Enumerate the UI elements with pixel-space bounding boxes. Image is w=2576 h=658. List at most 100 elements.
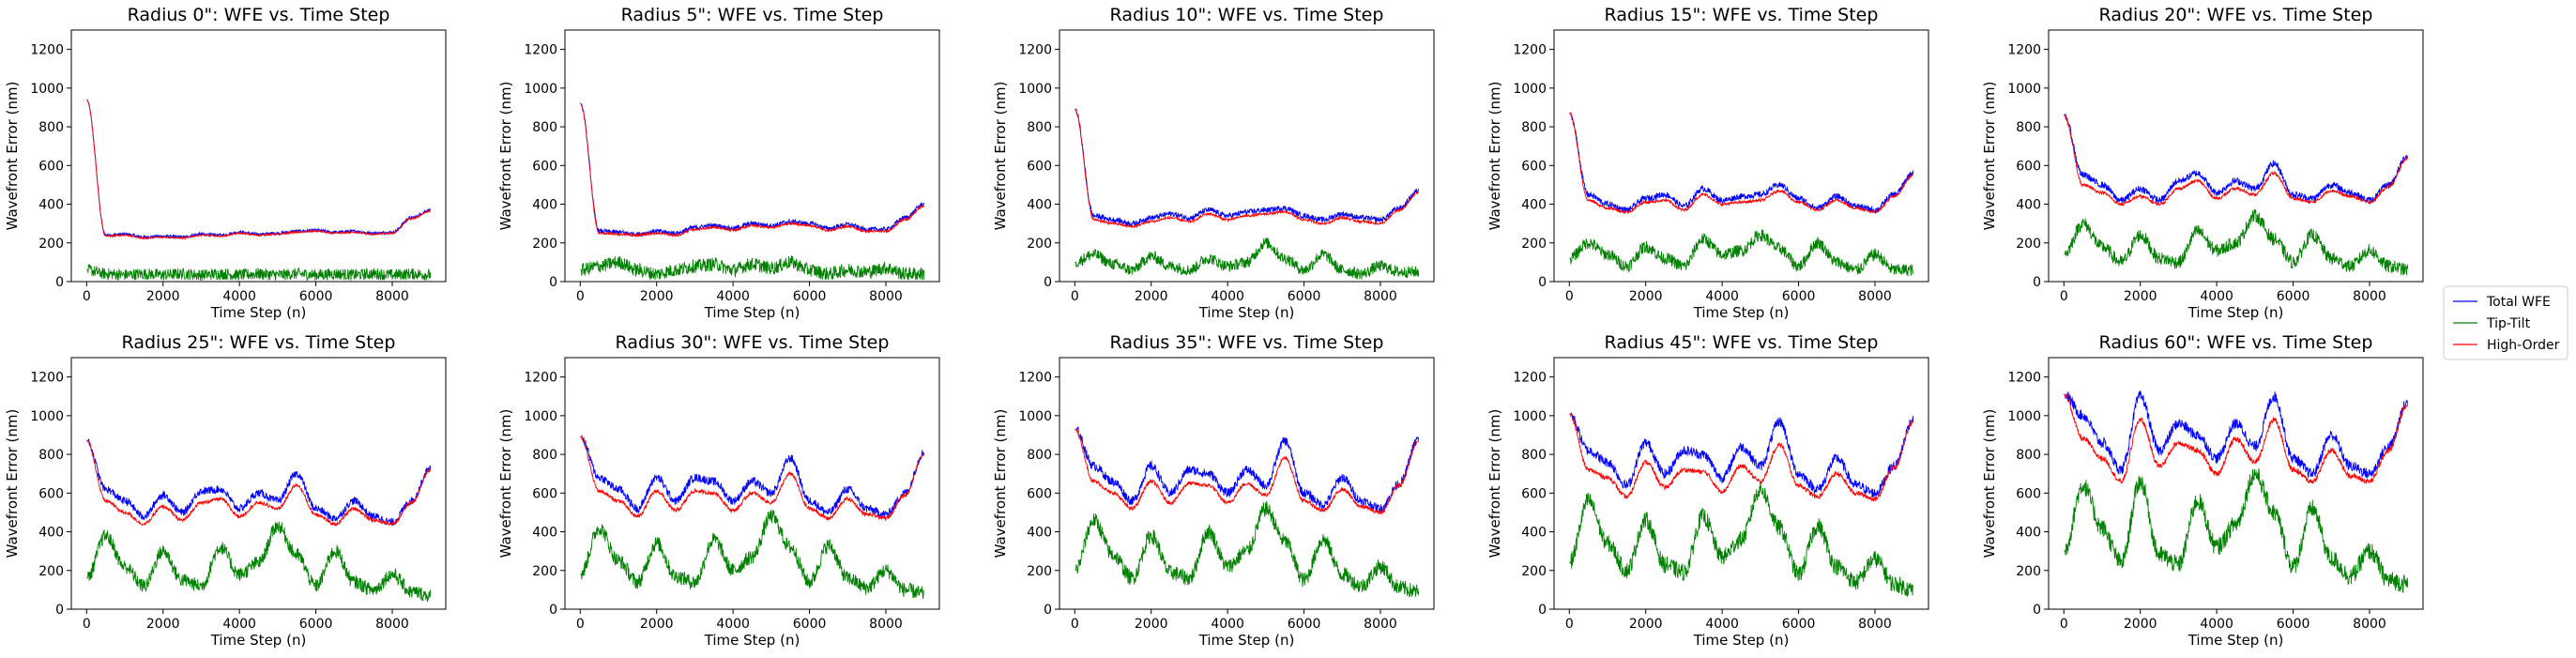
y-tick-label: 1000 [1513,409,1547,424]
y-tick-label: 200 [2016,564,2041,579]
series-line-tiptilt [86,521,432,603]
x-axis-label: Time Step (n) [704,304,800,321]
y-tick-label: 800 [532,120,557,135]
series-line-highorder [580,436,925,522]
plot-frame [2048,357,2424,610]
x-tick-label: 8000 [2353,289,2386,304]
series-line-total [2064,390,2408,479]
series-line-tiptilt [2064,468,2409,593]
subplot-title: Radius 10": WFE vs. Time Step [1110,5,1384,25]
x-tick-label: 0 [1565,617,1574,632]
y-tick-label: 200 [1027,237,1052,252]
y-axis-label: Wavefront Error (nm) [1486,82,1503,231]
plot-frame [1553,357,1929,610]
x-tick-label: 2000 [2124,617,2157,632]
y-tick-label: 800 [1521,448,1547,463]
x-tick-label: 0 [1071,289,1079,304]
series-line-highorder [86,99,432,240]
y-tick-label: 800 [38,120,64,135]
y-tick-label: 0 [2033,275,2041,290]
y-tick-label: 0 [2033,603,2041,618]
plot-frame [70,29,447,283]
y-tick-label: 400 [2016,198,2041,213]
y-tick-label: 200 [1521,564,1547,579]
series-line-highorder [1569,413,1913,502]
x-axis-label: Time Step (n) [210,304,307,321]
y-tick-label: 1200 [524,43,557,58]
y-tick-label: 1000 [30,409,64,424]
x-tick-label: 8000 [2353,617,2386,632]
y-tick-label: 200 [532,237,557,252]
x-tick-label: 0 [1565,289,1574,304]
y-tick-label: 800 [2016,448,2041,463]
x-tick-label: 8000 [869,289,903,304]
y-tick-label: 200 [1521,237,1547,252]
x-axis-label: Time Step (n) [1693,632,1790,649]
series-line-total [1569,411,1914,497]
y-axis-label: Wavefront Error (nm) [4,82,21,231]
y-tick-label: 600 [2016,159,2041,174]
x-tick-label: 8000 [1364,617,1397,632]
y-tick-label: 800 [2016,120,2041,135]
series-line-tiptilt [1569,481,1914,598]
legend-label-highorder: High-Order [2487,338,2560,353]
series-line-total [580,102,925,237]
x-tick-label: 6000 [2277,289,2310,304]
x-tick-label: 4000 [1211,289,1244,304]
x-tick-label: 0 [2060,617,2068,632]
series-line-highorder [2064,115,2408,207]
y-axis-label: Wavefront Error (nm) [1486,409,1503,559]
x-axis-label: Time Step (n) [1693,304,1790,321]
x-tick-label: 8000 [1858,617,1892,632]
y-tick-label: 1200 [1018,43,1052,58]
y-tick-label: 400 [1027,526,1052,541]
y-tick-label: 400 [532,526,557,541]
x-tick-label: 0 [2060,289,2068,304]
y-tick-label: 0 [1044,275,1052,290]
x-tick-label: 2000 [1629,289,1663,304]
x-tick-label: 6000 [1288,289,1321,304]
plot-frame [564,357,940,610]
subplot-title: Radius 20": WFE vs. Time Step [2099,5,2373,25]
y-tick-label: 400 [1521,526,1547,541]
y-tick-label: 400 [1521,198,1547,213]
y-tick-label: 1200 [2007,371,2041,386]
y-tick-label: 800 [1521,120,1547,135]
series-line-total [86,99,432,240]
x-tick-label: 2000 [1135,617,1168,632]
y-tick-label: 1000 [1513,82,1547,97]
y-tick-label: 1200 [1513,371,1547,386]
x-tick-label: 0 [576,289,585,304]
x-tick-label: 8000 [1858,289,1892,304]
y-tick-label: 200 [1027,564,1052,579]
x-tick-label: 6000 [299,617,333,632]
x-tick-label: 0 [576,617,585,632]
y-tick-label: 800 [1027,448,1052,463]
x-tick-label: 8000 [375,289,409,304]
y-tick-label: 400 [38,198,64,213]
x-tick-label: 4000 [2200,289,2233,304]
x-tick-label: 6000 [1782,617,1816,632]
x-tick-label: 8000 [869,617,903,632]
x-tick-label: 0 [83,617,91,632]
subplot-title: Radius 60": WFE vs. Time Step [2099,332,2373,353]
x-tick-label: 4000 [222,289,256,304]
x-tick-label: 4000 [1705,617,1739,632]
series-line-tiptilt [580,255,925,281]
y-tick-label: 0 [55,603,64,618]
y-axis-label: Wavefront Error (nm) [992,409,1009,559]
x-tick-label: 4000 [222,617,256,632]
y-tick-label: 1000 [1018,409,1052,424]
y-tick-label: 200 [532,564,557,579]
series-line-tiptilt [2064,209,2409,276]
x-tick-label: 4000 [1211,617,1244,632]
y-tick-label: 0 [1538,275,1547,290]
x-tick-label: 2000 [640,289,674,304]
y-tick-label: 200 [2016,237,2041,252]
y-tick-label: 600 [38,486,64,501]
